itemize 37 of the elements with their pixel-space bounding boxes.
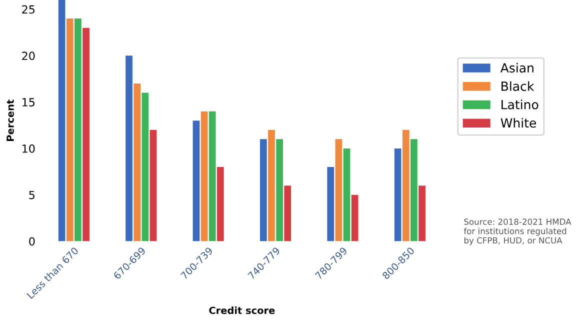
- bar: [74, 18, 82, 242]
- bar: [268, 130, 275, 242]
- bar: [327, 167, 334, 242]
- bar: [142, 92, 149, 242]
- y-tick-label: 25: [22, 5, 34, 14]
- y-tick-label: 15: [22, 98, 34, 106]
- bar: [343, 148, 350, 242]
- bar: [150, 130, 157, 242]
- bar: [276, 139, 283, 242]
- bar: [82, 28, 90, 242]
- bar: [66, 18, 74, 242]
- y-tick-label: 20: [22, 52, 35, 60]
- bar: [134, 84, 141, 242]
- x-axis-title: Credit score: [209, 306, 275, 314]
- bar: [200, 111, 208, 242]
- bar: [126, 56, 132, 242]
- legend-label: White: [500, 118, 536, 128]
- source-note: Source: 2018-2021 HMDA for institutions regulated by CFPB, HUD, or NCUA: [464, 218, 572, 246]
- bar: [335, 139, 342, 242]
- legend-label: Latino: [502, 100, 538, 110]
- legend-label: Black: [502, 81, 534, 91]
- y-tick-label: 5: [29, 190, 34, 200]
- bar: [418, 186, 426, 242]
- bar: [284, 186, 292, 242]
- bar: [410, 139, 418, 242]
- bar: [260, 139, 267, 242]
- bar: [216, 167, 224, 242]
- bar: [351, 194, 358, 242]
- bar: [402, 130, 410, 242]
- bar: [192, 120, 200, 242]
- bar: [208, 111, 216, 242]
- y-tick-label: 0: [29, 237, 35, 246]
- bar: [394, 148, 402, 242]
- bar: [58, 0, 66, 242]
- y-axis-title: Percent: [6, 100, 14, 141]
- y-tick-label: 10: [22, 144, 35, 153]
- legend-label: Asian: [500, 62, 534, 73]
